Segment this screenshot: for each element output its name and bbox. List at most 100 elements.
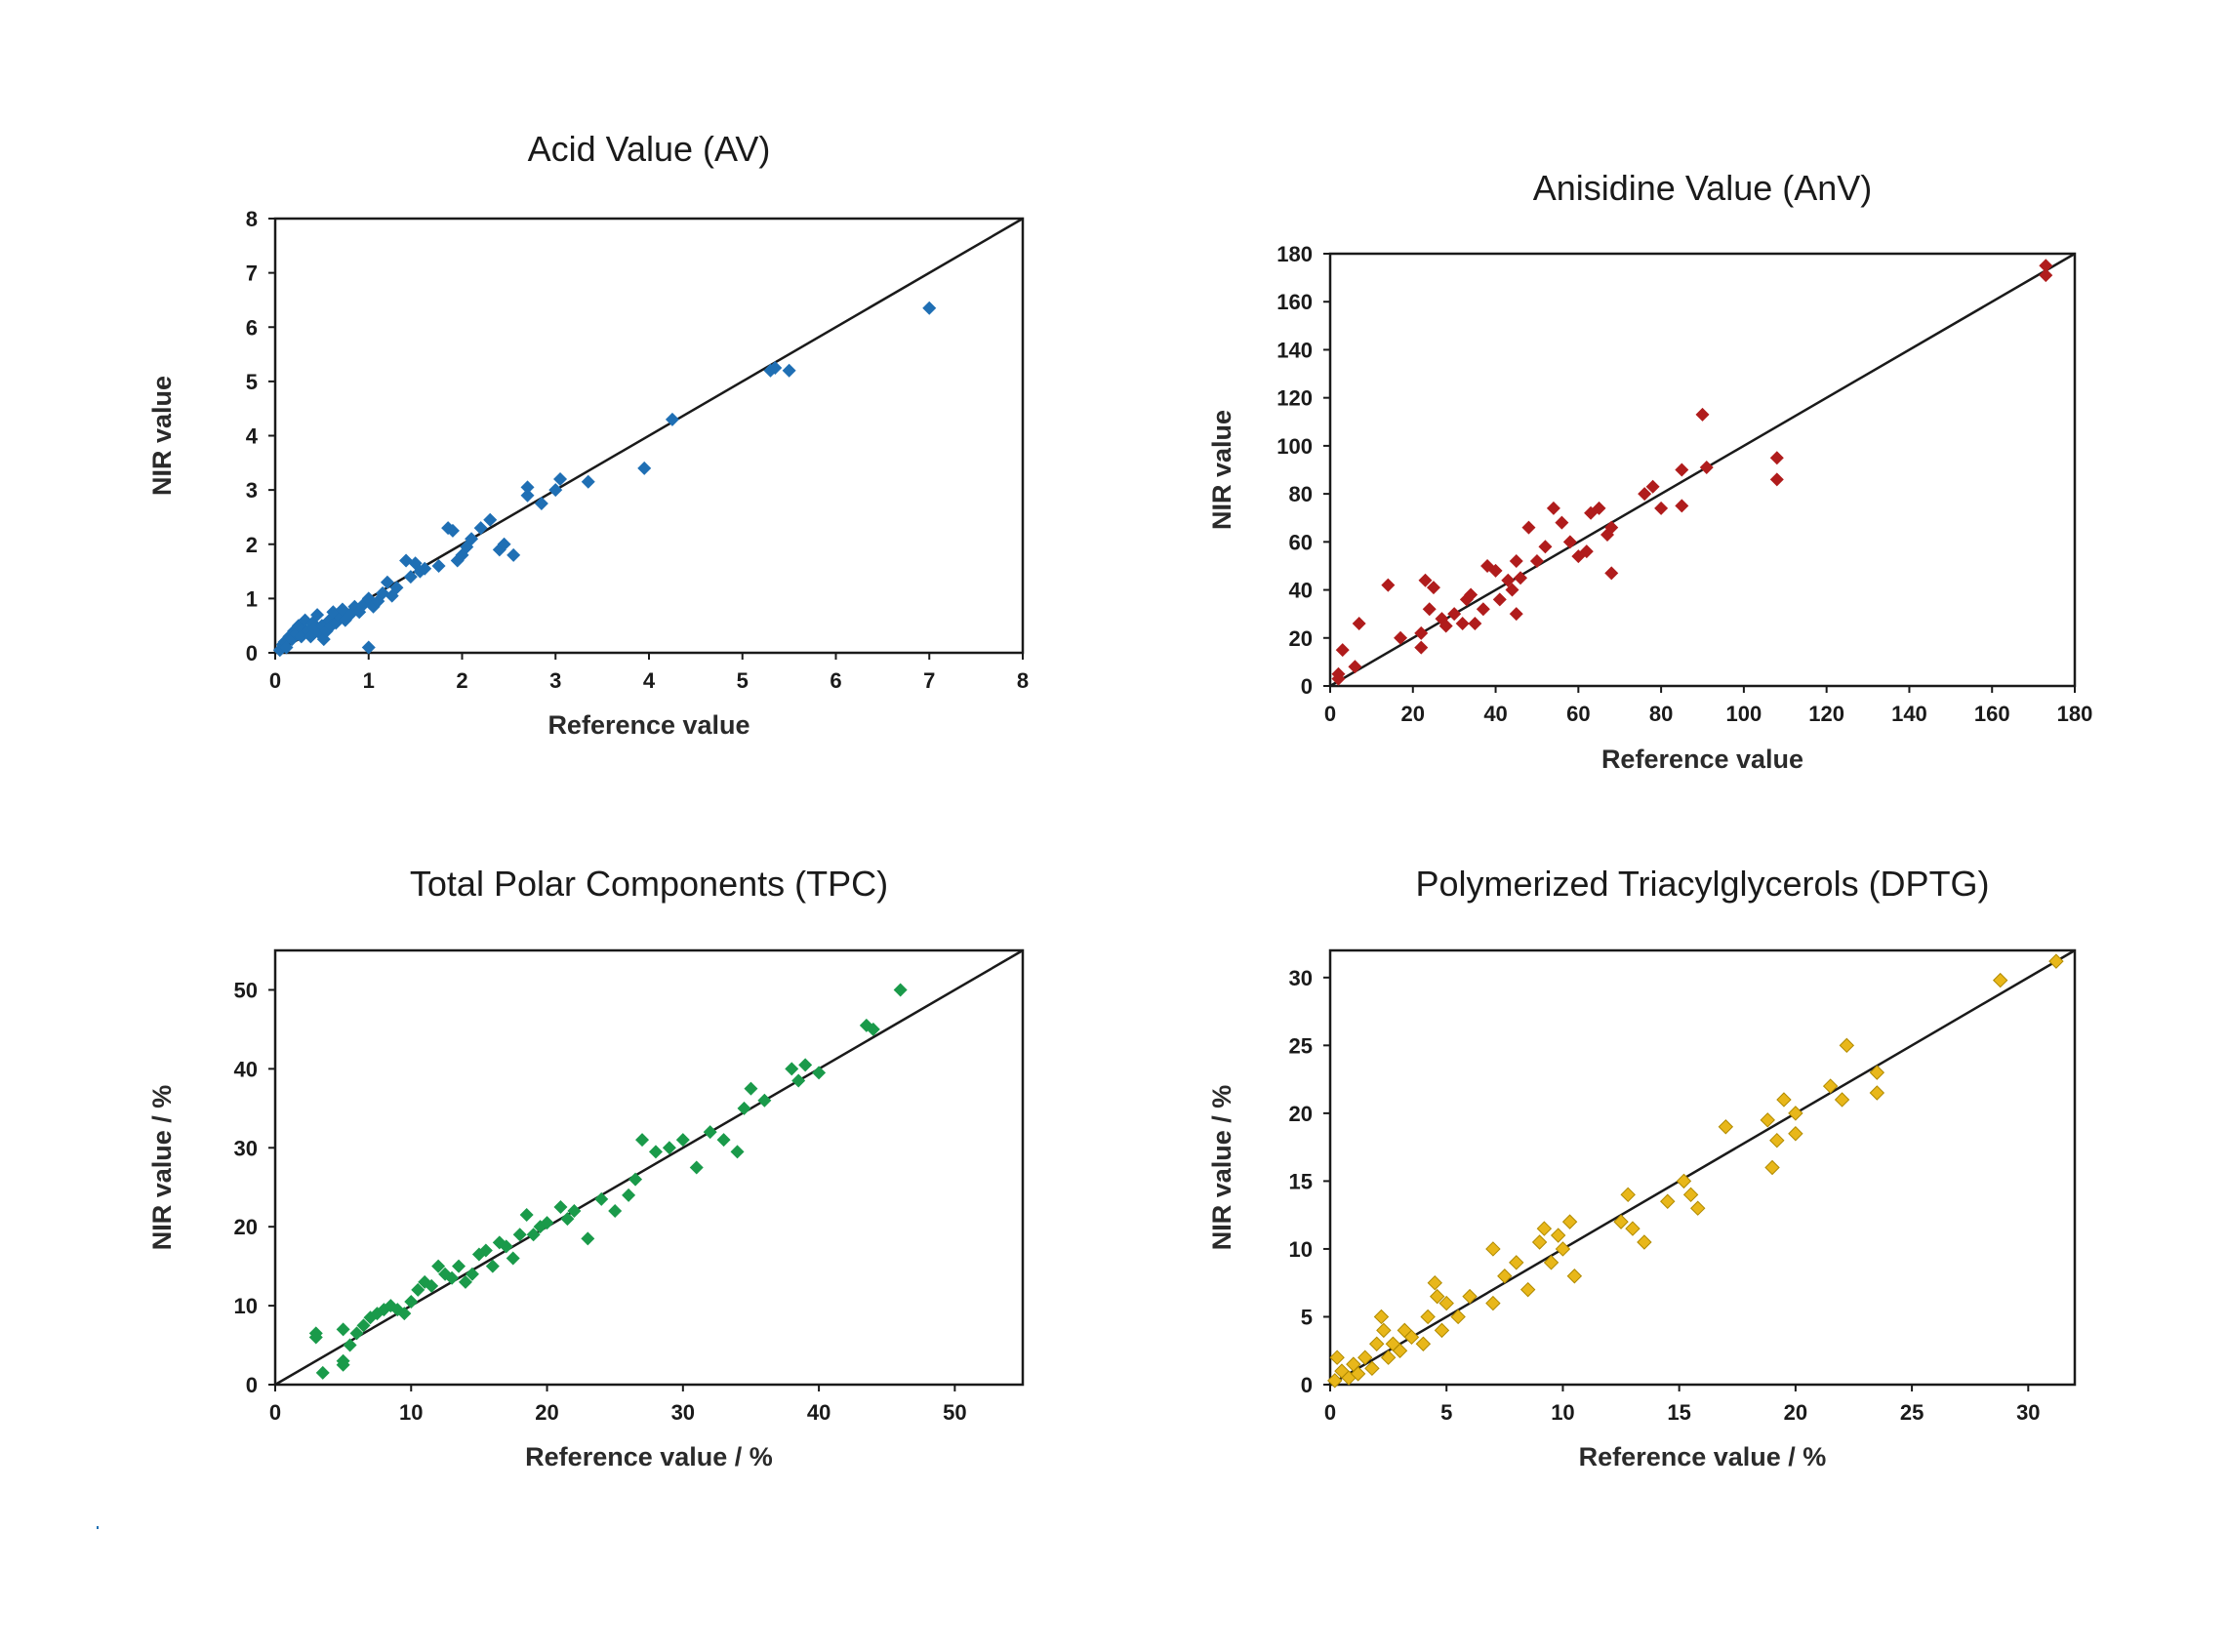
- data-point: [716, 1133, 731, 1148]
- data-point: [380, 575, 394, 589]
- y-tick-label: 0: [246, 641, 258, 665]
- data-point: [608, 1204, 623, 1218]
- data-point: [1438, 1295, 1454, 1311]
- chart-panel-1: Acid Value (AV) 0 1 2 3 4 5 6 7 8 0 1 2 3 4 5 6 7 8 Referen…: [147, 129, 1029, 740]
- y-tick-label: 25: [1289, 1033, 1313, 1058]
- data-point: [581, 1231, 595, 1246]
- data-point: [548, 483, 563, 498]
- data-point: [1327, 1373, 1343, 1389]
- y-tick-label: 15: [1289, 1169, 1313, 1193]
- data-point: [1381, 578, 1396, 592]
- y-tick-label: 2: [246, 533, 258, 557]
- data-point: [1699, 461, 1714, 475]
- data-point: [526, 1228, 541, 1242]
- data-point: [1566, 1269, 1583, 1284]
- x-tick-label: 10: [1551, 1400, 1574, 1425]
- x-axis-label: Reference value: [547, 710, 749, 740]
- data-point: [1509, 607, 1523, 622]
- data-point: [361, 640, 376, 655]
- x-tick-label: 25: [1900, 1400, 1924, 1425]
- data-point: [404, 1295, 419, 1310]
- data-point: [1839, 1037, 1855, 1054]
- data-point: [483, 512, 498, 527]
- data-point: [397, 1307, 412, 1321]
- data-point: [581, 474, 595, 489]
- data-point: [1438, 619, 1453, 633]
- x-tick-label: 30: [671, 1400, 695, 1425]
- x-tick-label: 50: [943, 1400, 966, 1425]
- y-tick-label: 120: [1276, 386, 1313, 411]
- x-axis-label: Reference value / %: [1579, 1442, 1827, 1471]
- data-point: [922, 301, 937, 315]
- x-tick-label: 10: [399, 1400, 423, 1425]
- y-tick-label: 1: [246, 586, 258, 611]
- data-point: [866, 1022, 880, 1036]
- x-tick-label: 5: [1440, 1400, 1452, 1425]
- data-point: [478, 1243, 493, 1258]
- stray-mark: [97, 1526, 99, 1529]
- y-tick-label: 10: [234, 1294, 258, 1318]
- series-1: [272, 301, 937, 658]
- data-point: [1352, 617, 1366, 631]
- x-tick-label: 6: [830, 668, 841, 693]
- data-point: [1513, 571, 1527, 585]
- data-point: [1426, 581, 1440, 595]
- data-point: [308, 1326, 323, 1341]
- series-1: [1327, 953, 2064, 1389]
- data-point: [452, 1259, 466, 1273]
- y-axis-label: NIR value / %: [1207, 1085, 1236, 1251]
- y-tick-label: 20: [234, 1215, 258, 1239]
- data-point: [1364, 1360, 1380, 1377]
- data-point: [1420, 1309, 1436, 1325]
- data-point: [768, 360, 783, 375]
- y-axis-label: NIR value: [1207, 410, 1236, 530]
- data-point: [389, 581, 404, 595]
- data-point: [1373, 1309, 1390, 1325]
- y-tick-label: 40: [1289, 579, 1313, 603]
- data-point: [1497, 1269, 1513, 1284]
- data-point: [1769, 451, 1784, 465]
- data-point: [1645, 479, 1660, 494]
- data-point: [1690, 1200, 1706, 1216]
- chart-panels: Acid Value (AV)0 1 2 3 4 5 6 7 8012345678Referen…: [97, 129, 2092, 1529]
- data-point: [893, 983, 908, 997]
- data-point: [553, 472, 568, 486]
- data-point: [1834, 1092, 1850, 1108]
- x-tick-label: 0: [1324, 702, 1336, 726]
- data-point: [1368, 1336, 1385, 1351]
- chart-title: Polymerized Triacylglycerols (DPTG): [1415, 864, 1989, 904]
- x-tick-label: 100: [1726, 702, 1762, 726]
- x-tick-label: 140: [1891, 702, 1927, 726]
- data-point: [403, 570, 418, 584]
- data-point: [622, 1188, 636, 1202]
- y-tick-label: 10: [1289, 1237, 1313, 1262]
- data-point: [1675, 499, 1689, 513]
- x-tick-label: 0: [1324, 1400, 1336, 1425]
- x-tick-label: 3: [549, 668, 561, 693]
- x-tick-label: 180: [2057, 702, 2093, 726]
- data-point: [1531, 1234, 1548, 1250]
- data-point: [520, 488, 535, 503]
- data-point: [1485, 1295, 1501, 1311]
- x-tick-label: 120: [1808, 702, 1844, 726]
- data-point: [812, 1066, 827, 1080]
- data-point: [1335, 643, 1350, 658]
- data-point: [1546, 501, 1560, 515]
- x-tick-label: 0: [269, 668, 281, 693]
- data-point: [1434, 1322, 1450, 1339]
- x-tick-label: 0: [269, 1400, 281, 1425]
- data-point: [431, 1259, 446, 1273]
- data-point: [737, 1101, 751, 1115]
- data-point: [2048, 953, 2064, 969]
- data-point: [1538, 540, 1553, 554]
- data-point: [1509, 554, 1523, 569]
- data-point: [791, 1073, 806, 1088]
- data-point: [343, 1338, 357, 1352]
- y-tick-label: 0: [1301, 1373, 1313, 1397]
- data-point: [1561, 1214, 1578, 1229]
- y-tick-label: 3: [246, 478, 258, 503]
- data-point: [519, 1208, 534, 1223]
- y-tick-label: 0: [246, 1373, 258, 1397]
- data-point: [1348, 660, 1362, 674]
